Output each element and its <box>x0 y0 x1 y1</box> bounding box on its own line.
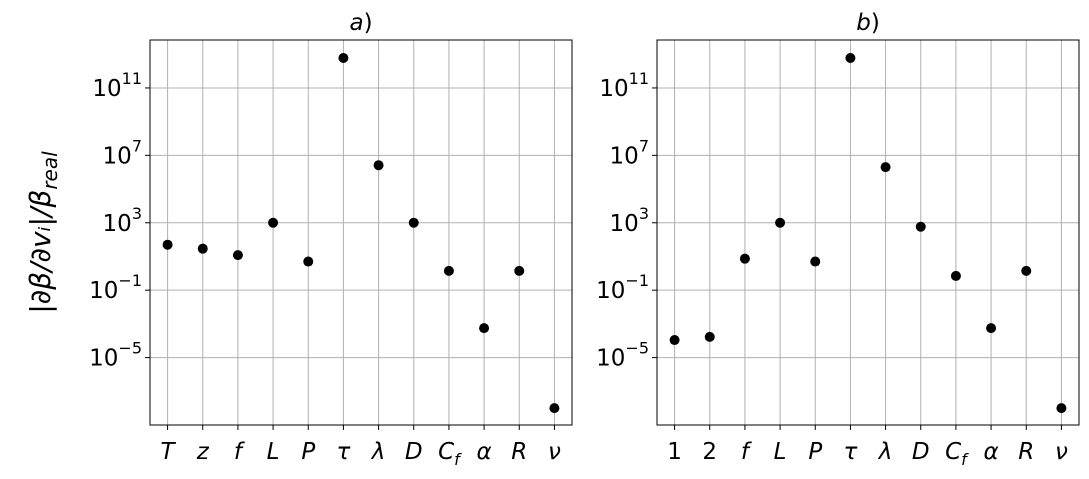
point <box>1021 265 1032 276</box>
x-tick-label: R <box>511 439 527 465</box>
y-tick-label: 10−5 <box>596 339 649 372</box>
x-tick-label: L <box>774 439 787 465</box>
y-tick-label: 10−1 <box>596 271 649 304</box>
point <box>514 265 525 276</box>
chart-title: b) <box>856 10 880 36</box>
x-tick-label: 2 <box>702 439 717 465</box>
chart-title: a) <box>349 10 372 36</box>
x-tick-label: ν <box>548 439 561 465</box>
x-tick-label: P <box>301 439 315 465</box>
y-tick-label: 107 <box>103 136 142 169</box>
x-tick-label: Cf <box>438 439 462 469</box>
y-tick-label: 103 <box>103 204 142 237</box>
point <box>303 256 314 267</box>
point <box>549 403 560 414</box>
point <box>373 160 384 171</box>
x-tick-label: z <box>196 439 210 465</box>
x-tick-label: T <box>161 439 177 465</box>
point <box>845 52 856 63</box>
x-tick-label: P <box>808 439 822 465</box>
point <box>443 265 454 276</box>
point <box>880 162 891 173</box>
x-tick-label: ν <box>1055 439 1068 465</box>
point <box>950 270 961 281</box>
point <box>197 243 208 254</box>
point <box>915 221 926 232</box>
point <box>810 256 821 267</box>
point <box>704 331 715 342</box>
x-tick-label: R <box>1018 439 1034 465</box>
plot-frame <box>656 39 1080 426</box>
x-tick-label: Cf <box>945 439 969 469</box>
y-tick-label: 107 <box>610 136 649 169</box>
x-tick-label: f <box>234 439 245 465</box>
point <box>232 250 243 261</box>
point <box>338 52 349 63</box>
y-axis-label: |∂β/∂vᵢ|/βreal <box>24 151 62 314</box>
y-tick-label: 10−5 <box>89 339 142 372</box>
x-tick-label: α <box>983 439 998 465</box>
point <box>268 217 279 228</box>
x-tick-label: f <box>741 439 752 465</box>
x-tick-label: 1 <box>667 439 682 465</box>
y-tick-label: 10−1 <box>89 271 142 304</box>
point <box>162 239 173 250</box>
x-tick-label: λ <box>877 439 893 465</box>
point <box>739 253 750 264</box>
point <box>986 323 997 334</box>
x-tick-label: L <box>267 439 280 465</box>
x-tick-label: D <box>912 439 930 465</box>
y-tick-label: 1011 <box>92 69 142 102</box>
point <box>408 217 419 228</box>
point <box>775 217 786 228</box>
x-tick-label: D <box>405 439 423 465</box>
point <box>479 323 490 334</box>
x-tick-label: τ <box>843 439 857 465</box>
y-tick-label: 103 <box>610 204 649 237</box>
x-tick-label: α <box>476 439 491 465</box>
x-tick-label: τ <box>336 439 350 465</box>
x-tick-label: λ <box>370 439 386 465</box>
y-tick-label: 1011 <box>599 69 649 102</box>
point <box>669 335 680 346</box>
plot-frame <box>149 39 573 426</box>
point <box>1056 403 1067 414</box>
